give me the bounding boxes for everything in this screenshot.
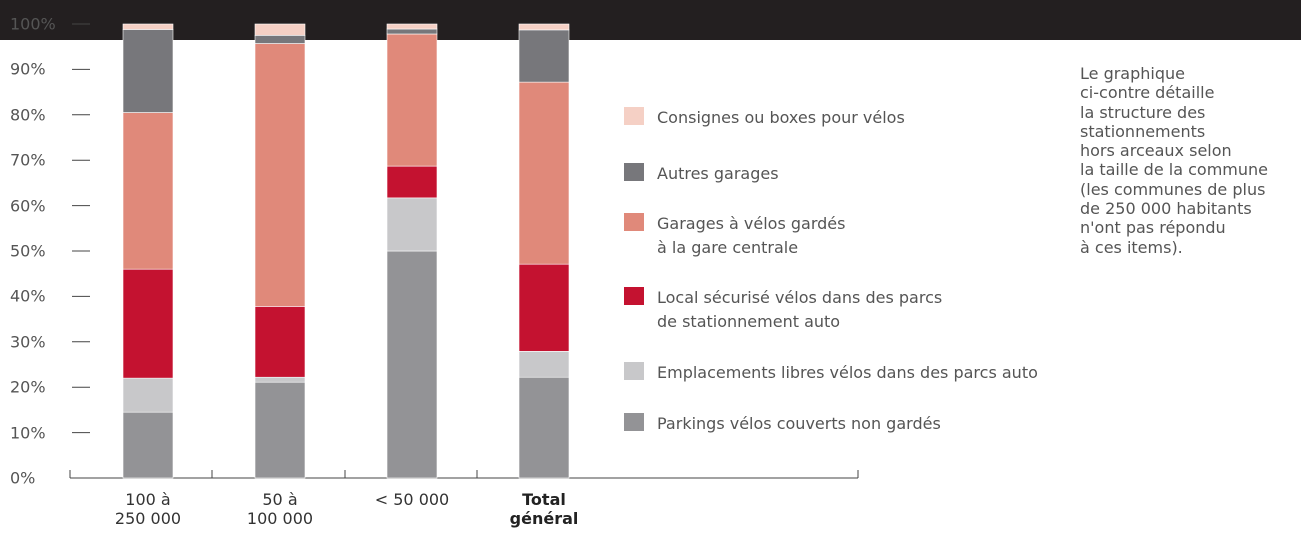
y-tick-label: 0% (10, 468, 36, 488)
bar-segment (254, 376, 306, 383)
legend-label: Garages à vélos gardés à la gare central… (657, 214, 846, 257)
legend-swatch (624, 163, 644, 181)
legend-swatch (624, 413, 644, 431)
bar-segment (386, 250, 438, 479)
note-line: hors arceaux selon (1080, 141, 1232, 161)
note-line: stationnements (1080, 121, 1206, 141)
legend-label: Autres garages (657, 164, 779, 183)
bar-segment (122, 411, 174, 479)
bar-segment (518, 351, 570, 378)
bar-segment (122, 23, 174, 30)
x-tick-label: Total général (509, 490, 579, 528)
bar-segment (518, 81, 570, 265)
bar-segment (254, 23, 306, 36)
y-tick-label: 80% (10, 105, 46, 125)
legend-label: Parkings vélos couverts non gardés (657, 414, 941, 433)
note-line: Le graphique (1080, 64, 1185, 83)
bar-segment (122, 29, 174, 113)
bar-segment (518, 23, 570, 31)
bar-segment (386, 33, 438, 167)
legend-label: Consignes ou boxes pour vélos (657, 108, 905, 127)
bar-segment (122, 377, 174, 413)
legend-swatch (624, 362, 644, 380)
x-tick-label: 100 à 250 000 (114, 490, 182, 528)
bar-segment (254, 381, 306, 479)
legend-swatch (624, 213, 644, 231)
y-tick-label: 90% (10, 59, 46, 79)
note-line: n'ont pas répondu (1080, 218, 1226, 238)
note-line: de 250 000 habitants (1080, 199, 1252, 219)
legend-label: Local sécurisé vélos dans des parcs de s… (657, 288, 943, 331)
y-tick-label: 100% (10, 14, 56, 34)
bar-segment (386, 23, 438, 30)
bar-segment (254, 43, 306, 307)
y-tick-label: 60% (10, 196, 46, 216)
legend-swatch (624, 107, 644, 125)
y-tick-label: 70% (10, 150, 46, 170)
y-tick-label: 10% (10, 423, 46, 443)
bar-segment (518, 376, 570, 479)
note-line: ci-contre détaille (1080, 83, 1215, 103)
x-tick-label: 50 à 100 000 (246, 490, 314, 528)
bar-segment (386, 165, 438, 199)
y-tick-label: 30% (10, 332, 46, 352)
note-line: la structure des (1080, 102, 1206, 122)
note-line: (les communes de plus (1080, 179, 1266, 199)
note-line: la taille de la commune (1080, 160, 1268, 180)
bar-segment (254, 35, 306, 44)
note: Le graphique ci-contre détaille la structu… (1080, 64, 1268, 257)
y-tick-label: 40% (10, 286, 46, 306)
legend-swatch (624, 287, 644, 305)
header-band (0, 0, 1301, 40)
y-tick-label: 50% (10, 241, 46, 261)
bar-segment (518, 29, 570, 83)
y-tick-label: 20% (10, 377, 46, 397)
note-line: à ces items). (1080, 237, 1183, 257)
bar-segment (122, 112, 174, 270)
bar-segment (386, 28, 438, 35)
bar-segment (518, 263, 570, 352)
bar-segment (254, 306, 306, 378)
bar-segment (122, 268, 174, 379)
legend-label: Emplacements libres vélos dans des parcs… (657, 363, 1038, 382)
x-tick-label: < 50 000 (374, 490, 450, 509)
bar-segment (386, 197, 438, 252)
